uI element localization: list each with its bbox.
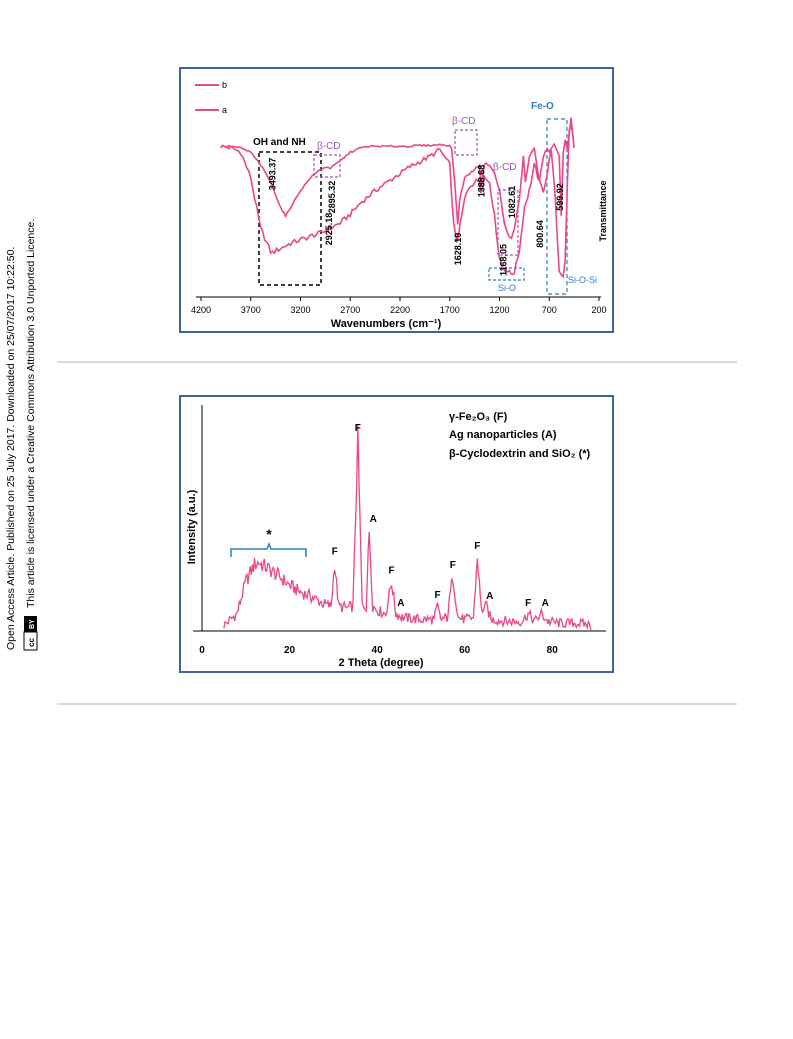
ftir-y-axis-label: Transmittance xyxy=(598,180,608,241)
license-side-note: Open Access Article. Published on 25 Jul… xyxy=(0,0,60,660)
ftir-peak-label: 1082.61 xyxy=(507,186,517,219)
ftir-x-tick-label: 700 xyxy=(542,305,557,315)
group-label-beta-cd-2: β-CD xyxy=(452,116,476,127)
group-label-beta-cd-3: β-CD xyxy=(493,162,517,173)
beta-cd-box-3 xyxy=(497,189,519,256)
by-badge-box xyxy=(24,616,37,632)
ftir-peak-label: 599.92 xyxy=(555,183,565,211)
xrd-legend-line-3: β-Cyclodextrin and SiO₂ (*) xyxy=(449,448,591,460)
ftir-x-tick-label: 2700 xyxy=(340,305,360,315)
xrd-peak-marker-f: F xyxy=(525,598,531,609)
si-o-box xyxy=(488,267,525,281)
xrd-peak-marker-a: A xyxy=(486,591,493,602)
ftir-series-a xyxy=(220,117,574,240)
ftir-x-tick-label: 2200 xyxy=(390,305,410,315)
ftir-peak-label: 3493.37 xyxy=(267,158,277,191)
separator-2 xyxy=(57,703,737,705)
side-note-line2: This article is licensed under a Creativ… xyxy=(25,219,37,608)
by-badge-text: BY xyxy=(29,619,36,629)
ftir-x-tick-label: 1700 xyxy=(440,305,460,315)
group-label-oh-nh: OH and NH xyxy=(253,137,306,148)
xrd-legend-line-1: γ-Fe₂O₃ (F) xyxy=(449,411,508,423)
amorphous-bracket xyxy=(230,541,307,557)
xrd-x-tick-label: 40 xyxy=(372,645,384,656)
xrd-peak-marker-a: A xyxy=(370,514,377,525)
group-label-beta-cd-1: β-CD xyxy=(317,141,341,152)
xrd-peak-marker-f: F xyxy=(389,566,395,577)
ftir-x-tick-label: 3200 xyxy=(290,305,310,315)
ftir-peak-label: 2925.18 xyxy=(324,213,334,246)
amorphous-marker: * xyxy=(266,526,272,542)
ftir-chart: b a OH and NH β-CD β-CD β-CD Fe-O Si-O S… xyxy=(191,80,608,330)
ftir-series-b xyxy=(220,123,575,279)
xrd-chart: Intensity (a.u.) 0 20 40 60 80 2 Theta (degr… xyxy=(186,405,606,669)
ftir-x-tick-label: 3700 xyxy=(241,305,261,315)
ftir-x-tick-label: 4200 xyxy=(191,305,211,315)
ftir-peak-label: 800.64 xyxy=(535,220,545,248)
xrd-peak-marker-a: A xyxy=(397,598,404,609)
xrd-x-axis-label: 2 Theta (degree) xyxy=(339,657,424,669)
ftir-peak-label: 1388.68 xyxy=(477,165,487,198)
xrd-peak-marker-f: F xyxy=(450,560,456,571)
ftir-x-tick-label: 200 xyxy=(591,305,606,315)
group-label-si-o: Si-O xyxy=(498,283,516,293)
group-label-si-o-si: Si-O-Si xyxy=(568,275,597,285)
ftir-x-ticks: 4200 3700 3200 2700 2200 1700 1200 700 200 xyxy=(191,297,607,315)
legend-label-b: b xyxy=(222,80,227,90)
xrd-peak-marker-a: A xyxy=(542,598,549,609)
xrd-peak-marker-f: F xyxy=(434,590,440,601)
ftir-x-axis-label: Wavenumbers (cm⁻¹) xyxy=(331,318,442,330)
xrd-legend-line-2: Ag nanoparticles (A) xyxy=(449,429,557,441)
beta-cd-box-1 xyxy=(313,154,341,178)
xrd-x-tick-label: 80 xyxy=(547,645,559,656)
legend-label-a: a xyxy=(222,105,227,115)
side-note-line1: Open Access Article. Published on 25 Jul… xyxy=(5,247,17,650)
ftir-chart-panel: b a OH and NH β-CD β-CD β-CD Fe-O Si-O S… xyxy=(179,67,614,333)
ftir-x-tick-label: 1200 xyxy=(489,305,509,315)
xrd-peak-marker-f: F xyxy=(355,423,361,434)
xrd-x-ticks: 0 20 40 60 80 xyxy=(199,645,558,656)
xrd-x-tick-label: 0 xyxy=(199,645,205,656)
xrd-series xyxy=(223,424,592,631)
xrd-x-tick-label: 60 xyxy=(459,645,471,656)
license-side-note-svg: Open Access Article. Published on 25 Jul… xyxy=(5,219,38,651)
xrd-x-tick-label: 20 xyxy=(284,645,296,656)
ftir-peak-label: 1168.05 xyxy=(499,244,509,276)
ftir-peak-label: 1628.19 xyxy=(453,233,463,266)
beta-cd-box-2 xyxy=(454,129,478,156)
cc-badge-text: cc xyxy=(27,638,36,647)
separator-1 xyxy=(57,361,737,363)
xrd-peak-marker-f: F xyxy=(474,541,480,552)
xrd-y-axis-label: Intensity (a.u.) xyxy=(186,489,198,564)
xrd-chart-panel: Intensity (a.u.) 0 20 40 60 80 2 Theta (degr… xyxy=(179,395,614,673)
xrd-plot-area xyxy=(223,424,592,631)
xrd-peak-marker-f: F xyxy=(332,547,338,558)
ftir-peak-label: 2895.32 xyxy=(327,181,337,214)
group-label-fe-o: Fe-O xyxy=(531,101,554,112)
